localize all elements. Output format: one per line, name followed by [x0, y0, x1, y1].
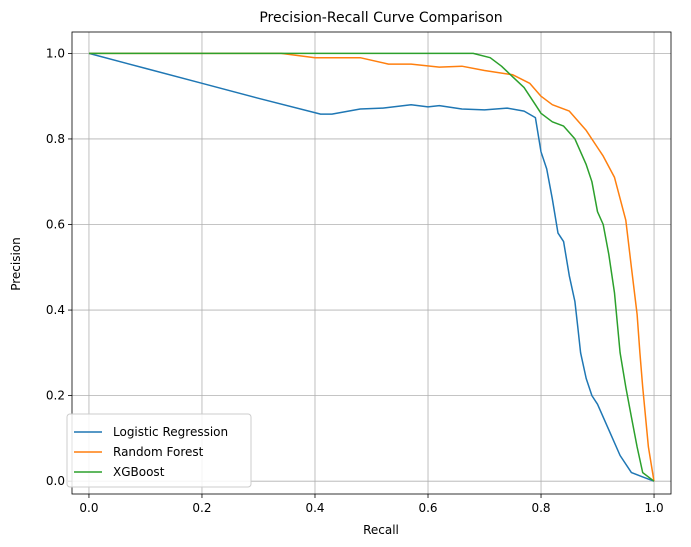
x-tick-label: 0.4	[305, 501, 324, 515]
x-tick-label: 0.6	[418, 501, 437, 515]
x-tick-label: 0.2	[192, 501, 211, 515]
y-tick-label: 0.0	[46, 474, 65, 488]
legend-label-xgboost: XGBoost	[113, 465, 165, 479]
legend-label-logistic-regression: Logistic Regression	[113, 425, 228, 439]
plot-frame	[71, 31, 672, 495]
legend-box	[66, 413, 252, 488]
y-tick-label: 0.8	[46, 132, 65, 146]
y-tick-label: 1.0	[46, 46, 65, 60]
x-tick-label: 1.0	[645, 501, 664, 515]
y-tick-label: 0.4	[46, 303, 65, 317]
x-tick-label: 0.0	[79, 501, 98, 515]
chart-title: Precision-Recall Curve Comparison	[259, 10, 502, 26]
legend-label-random-forest: Random Forest	[113, 445, 204, 459]
x-axis-label: Recall	[363, 523, 399, 537]
y-axis-label: Precision	[9, 237, 23, 291]
legend: Logistic Regression Random Forest XGBoost	[66, 413, 252, 488]
x-axis-ticks: 0.0 0.2 0.4 0.6 0.8 1.0	[79, 494, 664, 515]
series-line-random-forest	[89, 52, 655, 482]
series-line-logistic-regression	[88, 52, 655, 482]
y-tick-label: 0.2	[46, 389, 65, 403]
series-line-xgboost	[89, 52, 655, 482]
series-lines	[88, 52, 655, 482]
y-tick-label: 0.6	[46, 218, 65, 232]
x-tick-label: 0.8	[531, 501, 550, 515]
